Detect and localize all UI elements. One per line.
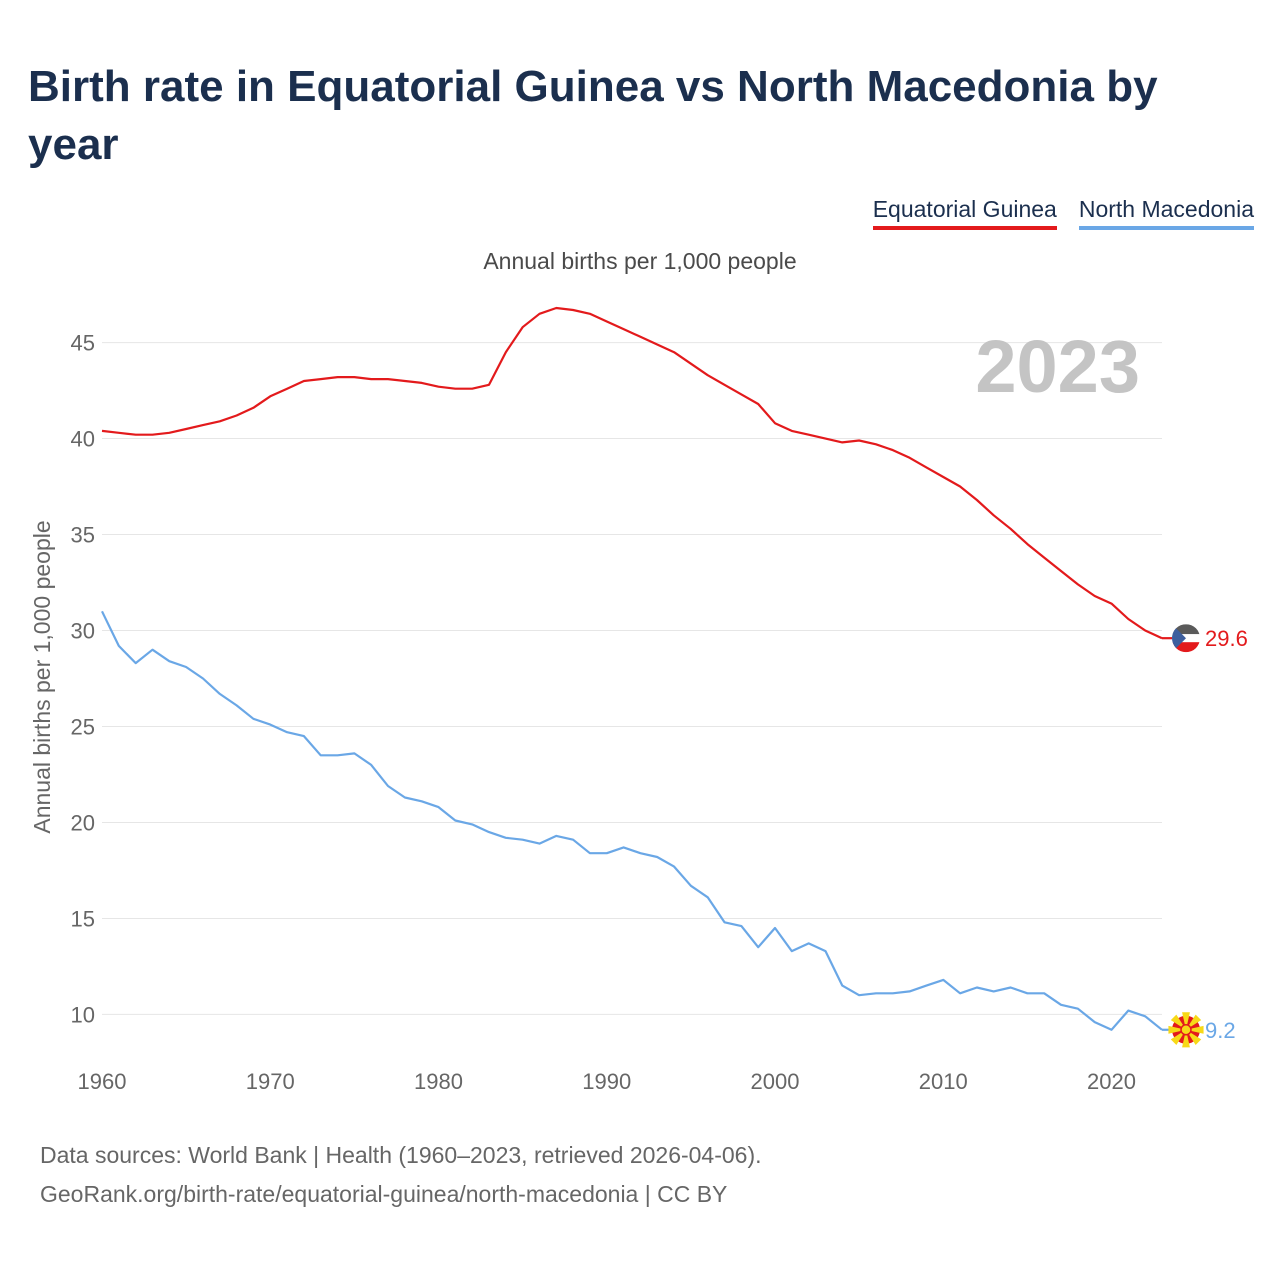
y-tick-label: 40 bbox=[71, 427, 95, 452]
chart-subtitle: Annual births per 1,000 people bbox=[483, 248, 797, 274]
end-value-label: 9.2 bbox=[1205, 1018, 1236, 1043]
y-tick-label: 45 bbox=[71, 331, 95, 356]
y-axis-label: Annual births per 1,000 people bbox=[29, 520, 55, 833]
chart-title: Birth rate in Equatorial Guinea vs North… bbox=[28, 62, 1158, 169]
x-tick-label: 1990 bbox=[582, 1069, 631, 1094]
flag-equatorial-guinea-icon bbox=[1172, 624, 1200, 653]
y-tick-label: 25 bbox=[71, 714, 95, 739]
series-endpoints: 29.6 9.2 bbox=[1162, 624, 1248, 1048]
year-watermark: 2023 bbox=[975, 325, 1140, 408]
grid-lines bbox=[102, 342, 1162, 1015]
source-note: Data sources: World Bank | Health (1960–… bbox=[40, 1142, 762, 1168]
x-tick-label: 2010 bbox=[919, 1069, 968, 1094]
y-tick-label: 20 bbox=[71, 810, 95, 835]
source-link[interactable]: GeoRank.org/birth-rate/equatorial-guinea… bbox=[40, 1181, 728, 1207]
end-value-label: 29.6 bbox=[1205, 626, 1248, 651]
y-tick-label: 30 bbox=[71, 619, 95, 644]
series-line-north-macedonia bbox=[101, 610, 1163, 1031]
x-tick-label: 2000 bbox=[751, 1069, 800, 1094]
y-tick-label: 15 bbox=[71, 906, 95, 931]
y-axis-ticks: 10 15 20 25 30 35 40 45 bbox=[71, 331, 95, 1028]
y-tick-label: 10 bbox=[71, 1002, 95, 1027]
legend: Equatorial Guinea North Macedonia bbox=[872, 196, 1254, 230]
legend-item-equatorial-guinea[interactable]: Equatorial Guinea bbox=[872, 196, 1057, 230]
x-tick-label: 1970 bbox=[246, 1069, 295, 1094]
x-tick-label: 1960 bbox=[78, 1069, 127, 1094]
series-line-equatorial-guinea bbox=[101, 306, 1163, 640]
legend-item-north-macedonia[interactable]: North Macedonia bbox=[1078, 196, 1254, 230]
footer: Data sources: World Bank | Health (1960–… bbox=[40, 1136, 762, 1214]
x-tick-label: 2020 bbox=[1087, 1069, 1136, 1094]
series-lines bbox=[101, 306, 1163, 1031]
y-tick-label: 35 bbox=[71, 523, 95, 548]
x-tick-label: 1980 bbox=[414, 1069, 463, 1094]
x-axis-ticks: 1960 1970 1980 1990 2000 2010 2020 bbox=[78, 1069, 1136, 1094]
flag-north-macedonia-icon bbox=[1168, 1012, 1204, 1048]
